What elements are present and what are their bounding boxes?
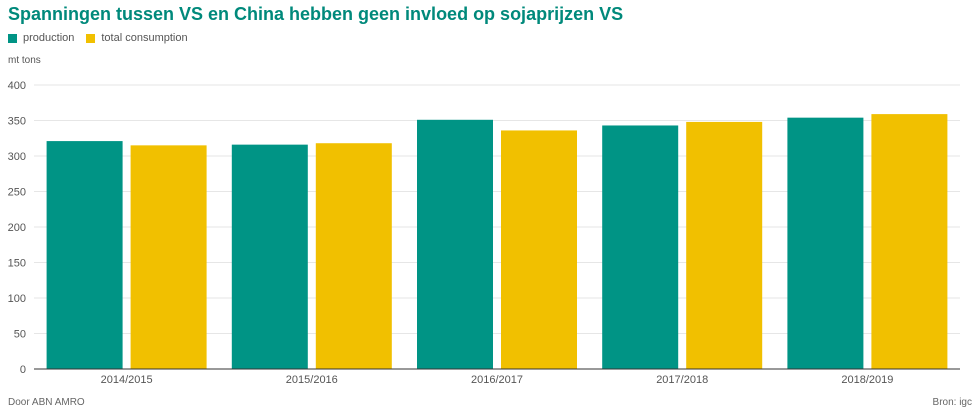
x-tick-label: 2016/2017 xyxy=(471,374,523,386)
footer-source: Bron: igc xyxy=(932,397,972,408)
y-tick-label: 350 xyxy=(8,116,26,128)
legend-item-consumption[interactable]: total consumption xyxy=(86,32,188,44)
chart-title: Spanningen tussen VS en China hebben gee… xyxy=(8,4,624,24)
bar-production xyxy=(787,117,864,369)
legend-swatch-consumption xyxy=(86,33,96,43)
y-tick-label: 250 xyxy=(8,187,26,199)
bar-consumption xyxy=(315,143,392,369)
bar-consumption xyxy=(871,114,948,369)
legend-item-production[interactable]: production xyxy=(8,32,74,44)
bar-consumption xyxy=(501,130,577,369)
legend: production total consumption xyxy=(8,32,200,44)
y-tick-label: 50 xyxy=(14,329,26,341)
y-tick-label: 150 xyxy=(8,258,26,270)
x-tick-label: 2018/2019 xyxy=(841,374,893,386)
y-tick-label: 400 xyxy=(8,80,26,92)
y-tick-label: 100 xyxy=(8,293,26,305)
x-tick-label: 2017/2018 xyxy=(656,374,708,386)
y-tick-label: 200 xyxy=(8,222,26,234)
bar-consumption xyxy=(130,145,207,369)
bar-production xyxy=(231,144,308,369)
x-tick-label: 2014/2015 xyxy=(101,374,153,386)
x-tick-label: 2015/2016 xyxy=(286,374,338,386)
bar-production xyxy=(417,119,493,369)
legend-label-production: production xyxy=(23,32,75,44)
bar-consumption xyxy=(686,121,763,369)
bar-production xyxy=(602,125,679,369)
legend-label-consumption: total consumption xyxy=(101,32,188,44)
y-tick-label: 0 xyxy=(20,364,26,376)
bar-production xyxy=(46,141,123,369)
y-axis-unit-label: mt tons xyxy=(8,55,41,66)
legend-swatch-production xyxy=(8,33,17,43)
footer-credit: Door ABN AMRO xyxy=(8,397,85,408)
y-tick-label: 300 xyxy=(8,151,26,163)
